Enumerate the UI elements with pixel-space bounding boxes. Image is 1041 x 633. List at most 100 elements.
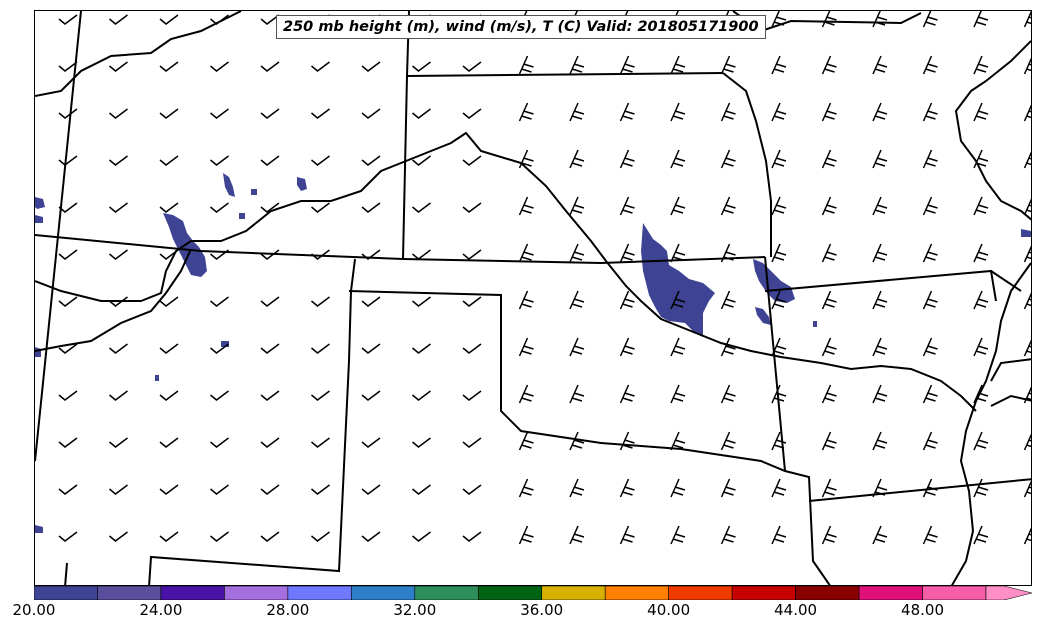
wind-barb [821, 290, 837, 310]
wind-barb [109, 14, 128, 25]
wind-barbs [58, 11, 1031, 545]
wind-barb [619, 525, 635, 545]
wind-barb [462, 437, 482, 448]
wind-barb [569, 431, 585, 451]
wind-barb [872, 196, 888, 216]
wind-barb [771, 196, 787, 216]
wind-barb [720, 102, 736, 122]
wind-barb [973, 55, 989, 75]
wind-barb [518, 478, 534, 498]
wind-barb [260, 390, 280, 401]
contour-mid-west [35, 131, 977, 412]
wind-barb [1023, 527, 1031, 545]
wind-barb [720, 196, 736, 216]
wind-barb [210, 531, 229, 542]
colorbar [34, 586, 1033, 600]
wind-barb [973, 196, 989, 216]
wind-barb [462, 61, 482, 72]
wind-barb [210, 390, 229, 401]
wind-barb [361, 155, 381, 166]
wind-barb [569, 243, 585, 263]
wind-barb [311, 61, 330, 72]
colorbar-tick-labels: 20.00 24.00 28.00 32.00 36.00 40.00 44.00 48.00 [0, 601, 1041, 625]
wind-barb [973, 290, 989, 310]
wind-barb [260, 531, 280, 542]
boundary-tx-bottom [64, 562, 68, 585]
boundary-nm-ok [348, 290, 831, 585]
wind-barb [260, 108, 280, 119]
colorbar-bin [160, 586, 225, 600]
wind-barb [210, 14, 229, 25]
wind-barb [821, 431, 837, 451]
wind-barb [1023, 245, 1031, 263]
wind-barb [210, 108, 229, 119]
wind-barb [109, 531, 128, 542]
wind-barb [569, 337, 585, 357]
wind-barb [311, 249, 330, 260]
wind-barb [771, 478, 787, 498]
wind-barb [311, 531, 330, 542]
wind-barb [58, 437, 78, 448]
wind-barb [518, 102, 534, 122]
wind-barb [720, 478, 736, 498]
wind-barb [821, 525, 837, 545]
wind-barb [619, 337, 635, 357]
wind-barb [462, 531, 482, 542]
colorbar-bin [351, 586, 416, 600]
colorbar-bin [541, 586, 606, 600]
wind-barb [58, 390, 78, 401]
boundary-east-diagonal [990, 270, 1022, 292]
wind-barb [361, 390, 381, 401]
wind-barb [159, 155, 179, 166]
wind-barb [462, 296, 482, 307]
wind-barb [361, 202, 381, 213]
wind-barb [720, 243, 736, 263]
wind-barb [670, 290, 686, 310]
wind-barb [670, 243, 686, 263]
wind-barb [311, 202, 330, 213]
wind-barb [872, 11, 888, 28]
wind-barb [922, 196, 938, 216]
wind-barb [260, 14, 280, 25]
wind-barb [922, 290, 938, 310]
wind-barb [670, 384, 686, 404]
wind-barb [569, 149, 585, 169]
wind-barb [872, 149, 888, 169]
wind-barb [872, 384, 888, 404]
wind-barb [872, 290, 888, 310]
contour-north [35, 11, 242, 97]
wind-barb [720, 525, 736, 545]
wind-barb [210, 343, 229, 354]
wind-barb [311, 390, 330, 401]
shaded-region-small-4 [155, 375, 159, 381]
political-boundaries [35, 11, 1031, 585]
wind-barb [109, 249, 128, 260]
colorbar-bin [985, 586, 1033, 600]
wind-barb [1023, 480, 1031, 498]
wind-barb [922, 384, 938, 404]
wind-barb [670, 102, 686, 122]
wind-barb [872, 337, 888, 357]
wind-barb [518, 525, 534, 545]
colorbar-bin [97, 586, 162, 600]
wind-barb [210, 437, 229, 448]
wind-barb [109, 61, 128, 72]
wind-barb [619, 196, 635, 216]
wind-barb [922, 431, 938, 451]
wind-barb [569, 525, 585, 545]
wind-barb [412, 61, 431, 72]
wind-barb [109, 155, 128, 166]
wind-barb [973, 11, 989, 28]
wind-barb [462, 343, 482, 354]
wind-barb [260, 343, 280, 354]
wind-barb [159, 296, 179, 307]
wind-barb [518, 290, 534, 310]
wind-barb [159, 202, 179, 213]
wind-barb [361, 343, 381, 354]
colorbar-tick-label: 40.00 [647, 601, 691, 619]
wind-barb [821, 102, 837, 122]
wind-barb [619, 102, 635, 122]
wind-barb [109, 343, 128, 354]
colorbar-bin [922, 586, 987, 600]
wind-barb [670, 431, 686, 451]
